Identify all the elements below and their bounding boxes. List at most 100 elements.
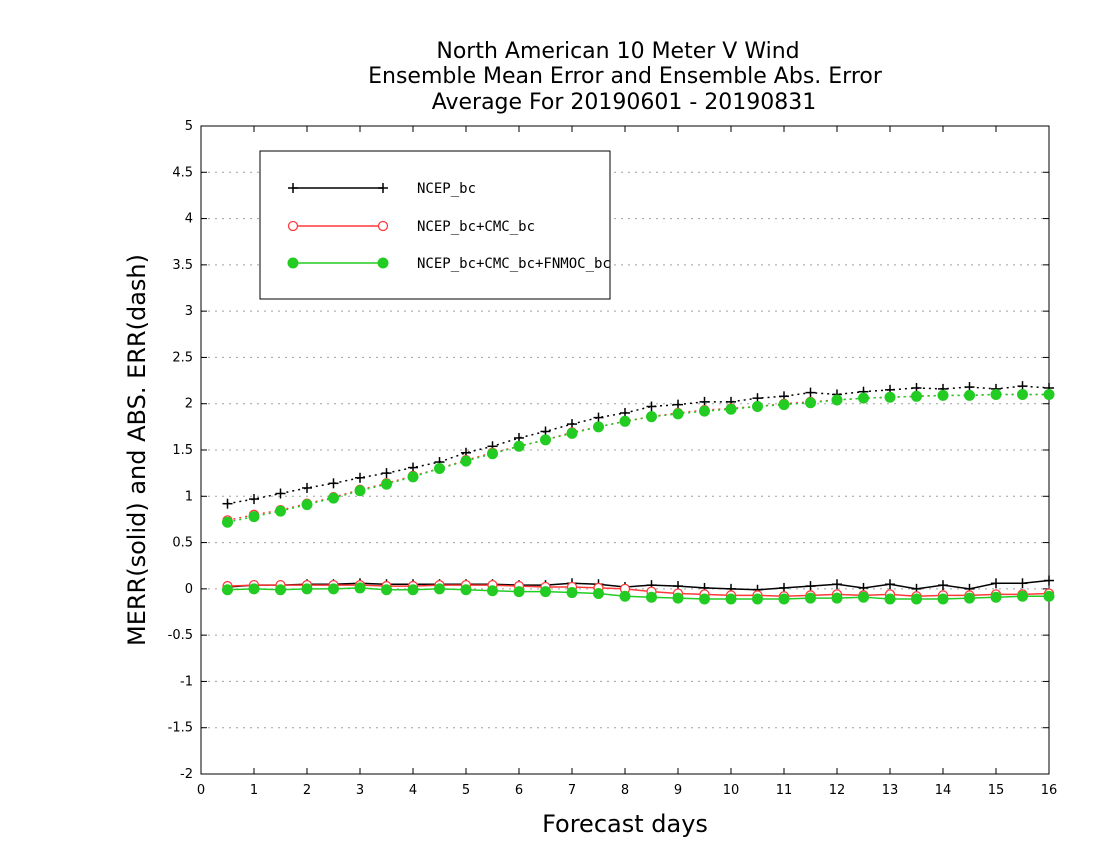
series-3-abs-err-point bbox=[407, 471, 419, 483]
series-3-merr-point bbox=[964, 592, 975, 604]
series-3-merr-point bbox=[990, 591, 1002, 603]
series-3-merr-point bbox=[381, 584, 392, 596]
series-3-merr-point bbox=[593, 587, 604, 599]
x-tick-label: 14 bbox=[935, 783, 952, 798]
series-3-merr-point bbox=[407, 584, 419, 596]
x-tick-label: 10 bbox=[723, 783, 740, 798]
series-3-abs-err-line bbox=[227, 393, 1049, 523]
series-3-merr-point bbox=[275, 584, 286, 596]
series-3-merr-point bbox=[460, 584, 472, 596]
series-3-abs-err-point bbox=[805, 397, 816, 409]
series-3-abs-err-point bbox=[328, 492, 339, 504]
title-line-1: North American 10 Meter V Wind bbox=[436, 39, 799, 64]
series-3-merr-point bbox=[646, 591, 657, 603]
x-tick-label: 12 bbox=[829, 783, 846, 798]
series-3-abs-err-point bbox=[593, 421, 604, 433]
series-3-abs-err-point bbox=[937, 389, 949, 401]
series-1-merr-point bbox=[832, 579, 842, 590]
series-1-merr-point bbox=[1017, 578, 1028, 589]
series-3-abs-err-point bbox=[990, 388, 1002, 400]
series-3-abs-err-point bbox=[752, 400, 763, 412]
x-tick-label: 5 bbox=[462, 783, 470, 798]
series-3-merr-point bbox=[222, 584, 233, 596]
title-line-3: Average For 20190601 - 20190831 bbox=[432, 90, 817, 115]
series-3-merr-point bbox=[1017, 590, 1028, 602]
x-tick-label: 4 bbox=[409, 783, 417, 798]
series-3-merr-point bbox=[487, 585, 498, 597]
series-3-abs-err-point bbox=[1043, 388, 1055, 400]
y-tick-label: -1 bbox=[180, 674, 193, 689]
series-1-abs-err-point bbox=[222, 498, 233, 509]
series-1-merr-point bbox=[805, 581, 816, 592]
legend-label: NCEP_bc+CMC_bc bbox=[417, 219, 535, 235]
series-3-abs-err-point bbox=[964, 389, 975, 401]
y-tick-label: 2 bbox=[185, 397, 193, 412]
y-axis-label: MERR(solid) and ABS. ERR(dash) bbox=[123, 254, 151, 646]
series-1-abs-err-point bbox=[302, 482, 312, 493]
series-3-abs-err-point bbox=[699, 405, 710, 417]
series-3-abs-err-point bbox=[222, 516, 233, 528]
series-1-abs-err-line bbox=[227, 385, 1050, 505]
series-3-abs-err-point bbox=[725, 403, 737, 415]
series-3-abs-err-point bbox=[1017, 388, 1028, 400]
series-3-merr-point bbox=[540, 586, 551, 598]
series-3-merr-point bbox=[937, 593, 949, 605]
series-3-merr-point bbox=[1043, 590, 1055, 602]
series-3-abs-err-point bbox=[354, 485, 366, 497]
series-3-abs-err-point bbox=[672, 408, 684, 420]
x-tick-label: 1 bbox=[250, 783, 258, 798]
series-3-abs-err-point bbox=[275, 505, 286, 517]
series-lines bbox=[222, 381, 1055, 605]
legend-marker bbox=[288, 183, 298, 193]
series-3-abs-err-point bbox=[831, 394, 843, 406]
series-3-abs-err-point bbox=[619, 415, 631, 427]
series-1-abs-err-point bbox=[355, 472, 365, 483]
y-tick-label: 3 bbox=[185, 304, 193, 319]
series-3-merr-point bbox=[858, 591, 869, 603]
y-tick-label: 1.5 bbox=[172, 443, 193, 458]
series-1-merr-point bbox=[1044, 575, 1054, 586]
legend-marker bbox=[377, 257, 389, 269]
series-3-merr-point bbox=[725, 593, 737, 605]
y-tick-label: -2 bbox=[180, 767, 193, 782]
y-tick-label: 4.5 bbox=[172, 165, 193, 180]
x-tick-label: 7 bbox=[568, 783, 576, 798]
series-3-abs-err-point bbox=[540, 434, 551, 446]
series-3-merr-point bbox=[301, 583, 313, 595]
series-3-merr-point bbox=[805, 592, 816, 604]
series-3-merr-point bbox=[752, 593, 763, 605]
legend-label: NCEP_bc+CMC_bc+FNMOC_bc bbox=[417, 256, 611, 272]
y-tick-label: -1.5 bbox=[168, 721, 193, 736]
x-tick-label: 13 bbox=[882, 783, 899, 798]
y-tick-label: 4 bbox=[185, 212, 193, 227]
series-3-merr-point bbox=[328, 583, 339, 595]
series-1-abs-err-point bbox=[381, 468, 392, 479]
series-2-abs-err-line bbox=[227, 393, 1049, 522]
title-line-2: Ensemble Mean Error and Ensemble Abs. Er… bbox=[368, 64, 883, 89]
legend-marker bbox=[287, 257, 299, 269]
series-3-abs-err-point bbox=[460, 455, 472, 467]
legend: NCEP_bc NCEP_bc+CMC_bc NCEP_bc+CMC_bc+FNMO… bbox=[259, 150, 611, 300]
x-tick-label: 15 bbox=[988, 783, 1005, 798]
x-tick-label: 8 bbox=[621, 783, 629, 798]
x-tick-label: 6 bbox=[515, 783, 523, 798]
legend-marker bbox=[378, 183, 388, 193]
series-3-abs-err-point bbox=[911, 390, 922, 402]
y-tick-label: -0.5 bbox=[168, 628, 193, 643]
series-1-merr-point bbox=[885, 579, 895, 590]
series-3-merr-point bbox=[248, 583, 260, 595]
series-1-abs-err-point bbox=[646, 401, 657, 412]
series-3-merr-point bbox=[434, 583, 445, 595]
x-axis-label: Forecast days bbox=[542, 810, 708, 838]
series-3-merr-point bbox=[911, 593, 922, 605]
series-1-abs-err-point bbox=[593, 412, 604, 423]
series-3-abs-err-point bbox=[513, 440, 525, 452]
legend-label: NCEP_bc bbox=[417, 181, 476, 197]
series-3-abs-err-point bbox=[248, 511, 260, 523]
series-1-abs-err-point bbox=[328, 478, 339, 489]
y-tick-label: 0 bbox=[185, 582, 193, 597]
series-1-abs-err-point bbox=[805, 387, 816, 398]
series-1-abs-err-point bbox=[249, 494, 259, 505]
x-tick-label: 11 bbox=[776, 783, 793, 798]
x-tick-label: 0 bbox=[197, 783, 205, 798]
